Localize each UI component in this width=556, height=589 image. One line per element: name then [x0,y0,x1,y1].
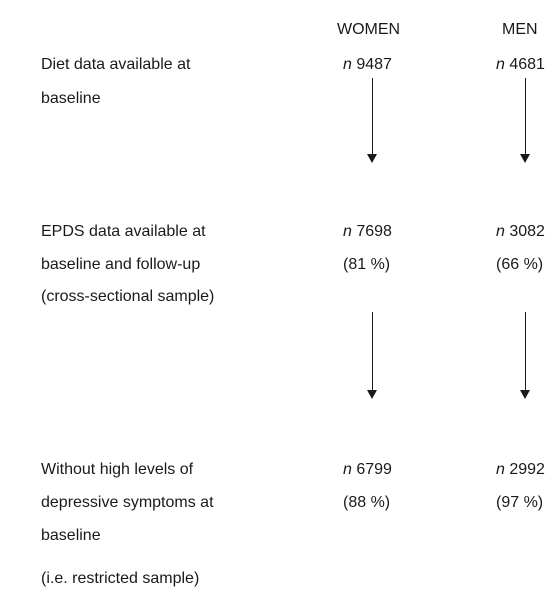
row-3-label-line-2: depressive symptoms at [41,494,214,511]
n-symbol: n [496,223,505,240]
row-1-men-count: n 4681 [496,57,545,73]
row-2-men-count: n 3082 [496,224,545,240]
row-2-women-percent: (81 %) [343,256,391,273]
row-3-women-count: n 6799 [343,462,392,478]
row-2-label-line-3: (cross-sectional sample) [41,288,215,305]
count-value: 7698 [356,223,392,240]
row-3-label-line-3: baseline [41,527,101,544]
row-3-label-line-1: Without high levels of [41,461,194,478]
n-symbol: n [343,56,352,73]
row-1-women-count: n 9487 [343,57,392,73]
n-symbol: n [343,461,352,478]
count-value: 6799 [356,461,392,478]
footnote: (i.e. restricted sample) [41,570,200,587]
n-symbol: n [343,223,352,240]
n-symbol: n [496,56,505,73]
row-2-label-line-1: EPDS data available at [41,223,206,240]
row-3-women-percent: (88 %) [343,494,391,511]
row-1-label-line-1: Diet data available at [41,56,191,73]
row-2-men-percent: (66 %) [496,256,544,273]
row-1-label-line-2: baseline [41,90,101,107]
count-value: 2992 [509,461,545,478]
row-2-women-count: n 7698 [343,224,392,240]
count-value: 9487 [356,56,392,73]
row-2-label-line-2: baseline and follow-up [41,256,201,273]
count-value: 3082 [509,223,545,240]
header-men: MEN [502,21,538,38]
header-women: WOMEN [337,21,401,38]
row-3-men-percent: (97 %) [496,494,544,511]
count-value: 4681 [509,56,545,73]
n-symbol: n [496,461,505,478]
row-3-men-count: n 2992 [496,462,545,478]
